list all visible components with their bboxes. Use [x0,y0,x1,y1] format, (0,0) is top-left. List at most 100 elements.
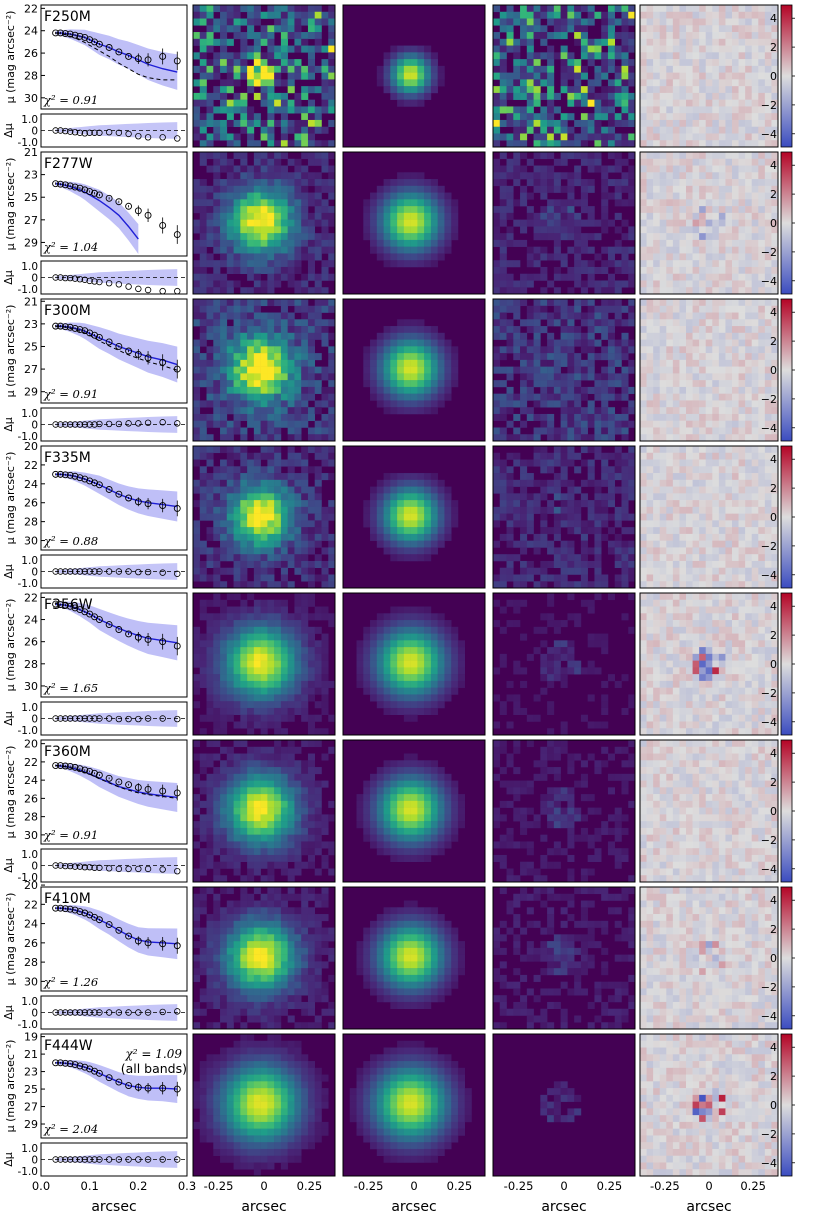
image-pixel [206,185,214,193]
profile-ylabel: μ (mag arcsec⁻²) [4,452,17,545]
image-pixel [567,380,575,388]
image-pixel [580,199,588,207]
chi-pixel [646,165,654,173]
image-pixel [383,353,391,361]
chi-pixel [725,413,733,422]
chi-pixel [712,185,720,193]
image-pixel [370,339,378,347]
chi-pixel [764,366,772,374]
image-pixel [220,106,228,114]
image-pixel [274,413,282,422]
image-pixel [260,72,268,80]
chi-pixel [745,287,753,295]
chi-pixel [646,119,654,128]
image-pixel [301,179,309,187]
image-pixel [314,45,322,53]
chi-pixel [653,25,661,33]
image-pixel [193,459,201,467]
image-pixel [587,119,595,128]
image-pixel [307,386,316,394]
image-pixel [193,520,201,528]
image-pixel [601,305,609,313]
image-pixel [206,380,214,388]
image-pixel [533,133,541,141]
image-pixel [424,219,432,227]
chi-pixel [666,199,674,207]
chi-pixel [692,206,700,214]
data-point [134,498,142,506]
image-pixel [607,452,616,460]
image-pixel [220,326,228,334]
image-pixel [417,479,425,487]
image-pixel [226,312,234,320]
image-pixel [376,199,384,207]
image-pixel [567,346,575,354]
image-pixel [199,273,207,281]
image-pixel [314,380,322,388]
image-pixel [240,581,248,589]
image-pixel [274,199,282,207]
image-pixel [213,533,221,541]
image-pixel [363,359,371,367]
image-pixel [220,18,228,26]
image-pixel [274,299,282,307]
image-pixel [628,59,636,67]
image-pixel [376,479,384,487]
image-pixel [540,305,548,313]
image-pixel [383,513,391,521]
chi-pixel [712,113,720,121]
image-pixel [226,287,234,295]
image-pixel [621,380,629,388]
image-pixel [233,152,241,160]
chi-pixel [712,380,720,388]
image-pixel [253,52,261,60]
chi-pixel [718,420,726,428]
image-pixel [267,520,275,528]
image-pixel [553,219,561,227]
image-pixel [628,38,636,46]
image-pixel [294,332,302,340]
chi-pixel [705,353,713,361]
image-pixel [493,260,501,268]
image-pixel [594,133,602,141]
chi-pixel [653,366,661,374]
chi-pixel [679,25,687,33]
image-pixel [614,113,622,121]
image-pixel [301,339,309,347]
chi-pixel [699,192,707,200]
chi-pixel [666,126,674,134]
chi-pixel [712,312,720,320]
image-pixel [247,72,255,80]
chi-pixel [712,165,720,173]
chi-pixel [692,386,700,394]
chi-pixel [718,366,726,374]
image-pixel [621,11,629,19]
image-pixel [513,332,521,340]
chi-pixel [699,152,707,160]
chi-pixel [666,92,674,100]
chi-pixel [692,353,700,361]
image-pixel [376,219,384,227]
image-pixel [397,513,405,521]
chi-pixel [751,239,759,247]
chi-pixel [699,359,707,367]
image-pixel [213,165,221,173]
residual-point [66,274,74,282]
image-pixel [553,400,561,408]
image-pixel [601,373,609,381]
image-pixel [247,540,255,548]
image-pixel [383,72,391,80]
chi-pixel [679,158,687,166]
image-pixel [574,312,582,320]
chi-pixel [653,113,661,121]
image-pixel [253,165,261,173]
chi-pixel [646,92,654,100]
chi-pixel [732,312,739,320]
image-pixel [540,113,548,121]
image-pixel [206,446,214,454]
image-pixel [370,246,378,254]
image-pixel [553,305,561,313]
image-pixel [287,386,295,394]
image-pixel [307,99,316,107]
image-pixel [280,574,288,582]
